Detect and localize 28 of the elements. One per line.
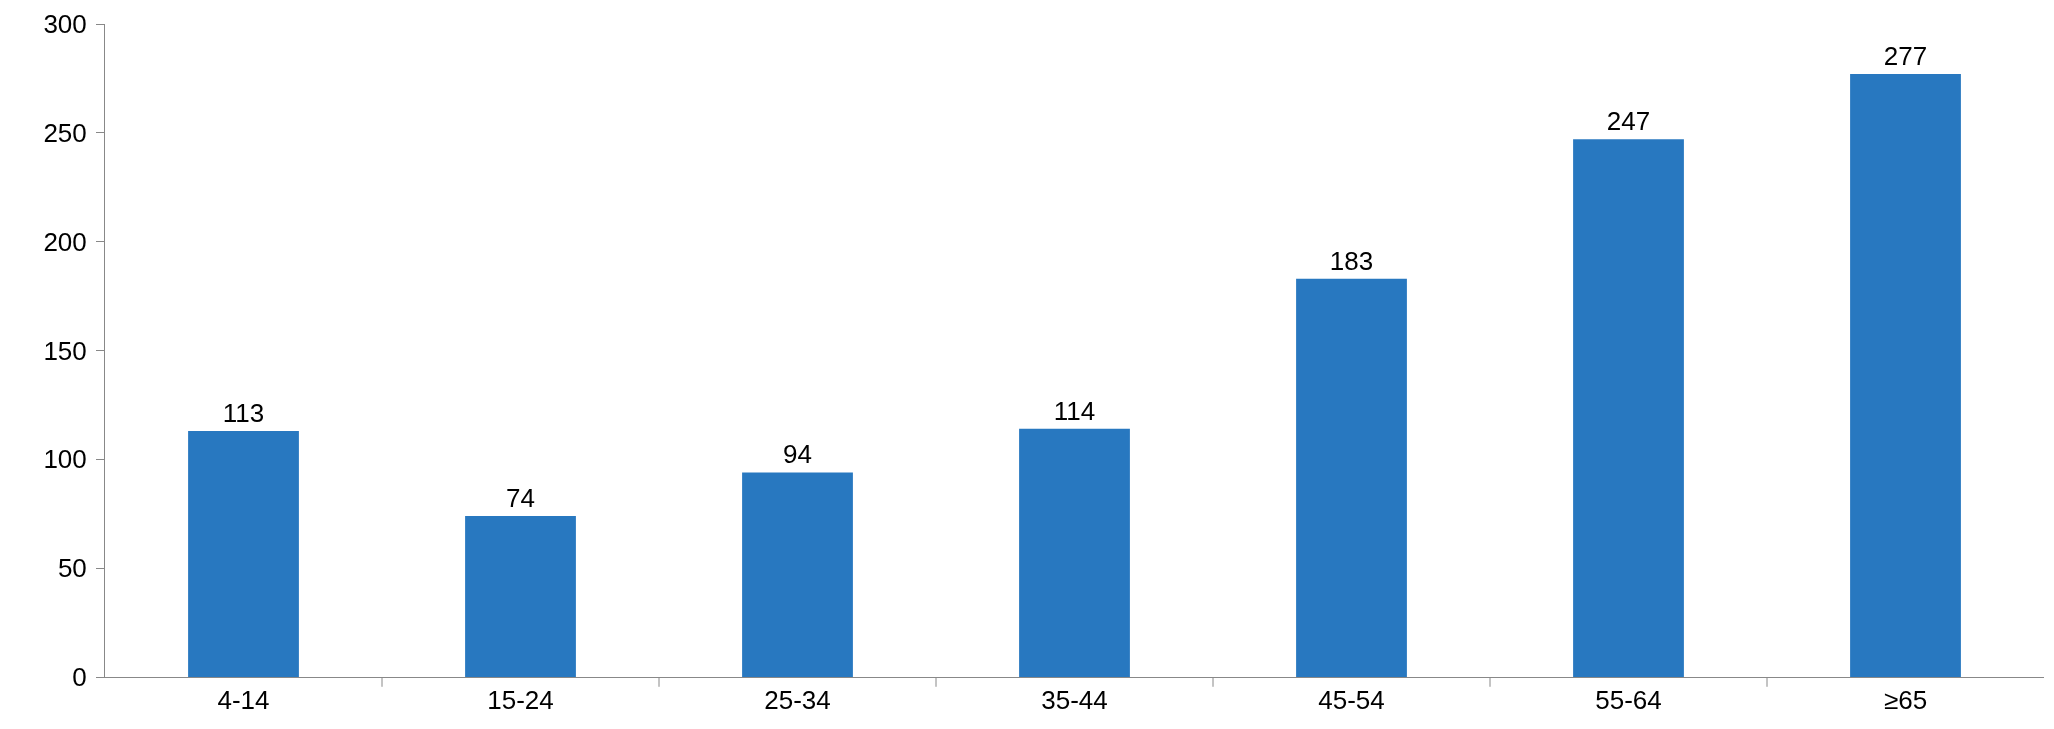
bar [188, 431, 299, 677]
x-tick-label: 45-54 [1318, 685, 1385, 716]
data-label: 183 [1329, 245, 1374, 276]
y-tick-label: 200 [43, 226, 87, 257]
y-tick-label: 250 [43, 117, 87, 148]
bar [1296, 278, 1407, 677]
bar [1573, 139, 1684, 677]
x-tick-label: 35-44 [1041, 685, 1108, 716]
data-label: 277 [1883, 41, 1928, 72]
x-tick-label: 15-24 [487, 685, 554, 716]
x-tick-label: ≥65 [1883, 685, 1928, 716]
y-tick-label: 150 [43, 335, 87, 366]
bar [1850, 74, 1961, 677]
y-tick-label: 100 [43, 444, 87, 475]
data-label: 247 [1606, 106, 1651, 137]
x-tick-label: 4-14 [217, 685, 270, 716]
x-tick-label: 55-64 [1595, 685, 1662, 716]
bar [465, 515, 576, 677]
data-label: 113 [222, 398, 265, 429]
y-tick-label: 300 [43, 9, 87, 40]
data-label: 114 [1053, 395, 1096, 426]
x-tick-label: 25-34 [764, 685, 831, 716]
bar [1019, 428, 1130, 677]
y-tick-label: 50 [57, 553, 87, 584]
y-tick-label: 0 [72, 662, 87, 693]
bar [742, 472, 853, 677]
data-label: 74 [506, 482, 535, 513]
data-label: 94 [783, 439, 812, 470]
